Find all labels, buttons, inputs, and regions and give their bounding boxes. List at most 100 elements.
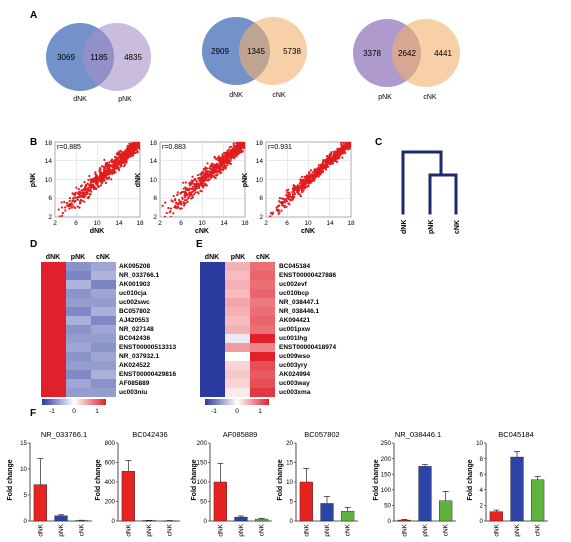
scatter-point (92, 180, 95, 183)
scatter-point (98, 167, 102, 170)
scatter-point (79, 190, 82, 193)
heatmap-cell (250, 298, 275, 307)
scatter-point (346, 144, 349, 147)
scatter-point (188, 195, 191, 198)
bar (439, 500, 453, 522)
y-tick-label: 2 (48, 214, 52, 221)
scatter-point (96, 178, 99, 181)
y-tick-label: 6 (480, 471, 484, 478)
scatter-point (226, 157, 230, 160)
x-tick-labels: 2 6 10 14 18 (264, 220, 355, 227)
scatter-point (192, 193, 196, 196)
x-tick-label: dNK (303, 523, 310, 536)
scatter-point (213, 156, 216, 159)
scatter-point (342, 142, 345, 144)
y-tick-label: 50 (384, 503, 391, 510)
scatter-point (285, 205, 288, 208)
scatter-point (187, 189, 191, 192)
heatmap-cell (91, 325, 116, 334)
scatter-point (113, 163, 116, 166)
heatmap-cell (200, 316, 225, 325)
heatmap-cell (250, 316, 275, 325)
heatmap-row-label: uc003xma (279, 389, 311, 396)
scatter-point (278, 211, 281, 214)
bar (299, 481, 313, 522)
heatmap-cell (91, 262, 116, 271)
scatter-point (90, 184, 94, 187)
scatter-point (110, 178, 113, 181)
scatter-point (286, 191, 289, 194)
scatter-point (347, 142, 350, 144)
scatter-point (123, 161, 126, 165)
scatter-point (117, 166, 120, 170)
scatter-point (184, 181, 187, 184)
scatter-point (100, 179, 103, 182)
heatmap-cell (91, 307, 116, 316)
scatter-point (329, 162, 332, 165)
color-scale-labels: -1 0 1 (211, 408, 262, 415)
scatter-point (291, 193, 295, 196)
scatter-point (191, 180, 194, 183)
scatter-point (317, 164, 320, 167)
scatter-point (172, 212, 175, 215)
scatter-point (319, 165, 322, 168)
venn-count-overlap: 1345 (247, 47, 265, 56)
scatter-point (205, 184, 208, 187)
scatter-point (235, 155, 238, 158)
scatter-point (186, 200, 189, 203)
heatmap-column-labels: dNK pNK cNK (46, 254, 110, 261)
scatter-point (119, 149, 122, 152)
scatter-point (226, 164, 229, 167)
scatter-point (299, 184, 302, 187)
scatter-point (183, 194, 186, 197)
heatmap-cell (250, 271, 275, 280)
y-tick-label: 0 (290, 518, 294, 525)
y-tick-label: 18 (256, 140, 264, 147)
scatter-point (170, 215, 173, 217)
scatter-point (325, 162, 328, 165)
scatter-point (290, 195, 294, 199)
heatmap-row-label: uc009wso (279, 353, 310, 360)
x-tick-label: dNK (217, 523, 224, 536)
dendrogram-leaf-labels: dNK pNK cNK (401, 220, 461, 234)
scatter-point (288, 203, 291, 206)
heatmap-cell (250, 352, 275, 361)
scatter-point (76, 205, 79, 208)
panel-letter-c: C (375, 137, 382, 148)
heatmap-cell (66, 298, 91, 307)
heatmap-row-label: uc001pxw (279, 326, 311, 333)
x-tick-label: cNK (345, 523, 352, 536)
x-axis-label: dNK (90, 228, 104, 235)
scatter-point (182, 181, 185, 184)
heatmap-cell (200, 307, 225, 316)
scatter-point (233, 152, 237, 155)
scatter-point (72, 197, 75, 200)
scatter-point (318, 173, 321, 176)
scatter-point (123, 163, 127, 166)
scatter-point (205, 176, 208, 179)
heatmap-cell (66, 370, 91, 379)
scatter-point (232, 142, 235, 145)
heatmap-cell (66, 334, 91, 343)
scatter-point (96, 175, 99, 178)
heatmap-cell (225, 379, 250, 388)
scatter-point (88, 186, 91, 189)
bar (213, 481, 227, 522)
heatmap-column-label: dNK (205, 254, 219, 261)
scatter-point (337, 157, 341, 160)
scatter-point (342, 144, 345, 147)
heatmap-cell (66, 271, 91, 280)
heatmap-row-labels: BC045184 ENST00000427886 uc002evf uc010b… (279, 263, 336, 396)
heatmap-cell (250, 343, 275, 352)
scatter-point (184, 187, 188, 190)
bar (489, 511, 503, 522)
y-tick-label: 4 (480, 487, 484, 494)
x-tick-label: pNK (146, 523, 153, 536)
scatter-point (89, 186, 92, 189)
y-axis-label: Fold change (95, 459, 102, 500)
x-tick-label: 18 (241, 220, 249, 227)
scatter-point (348, 143, 351, 147)
scatter-point (109, 170, 112, 173)
y-axis-label: pNK (242, 173, 249, 187)
scatter-point (232, 144, 235, 147)
